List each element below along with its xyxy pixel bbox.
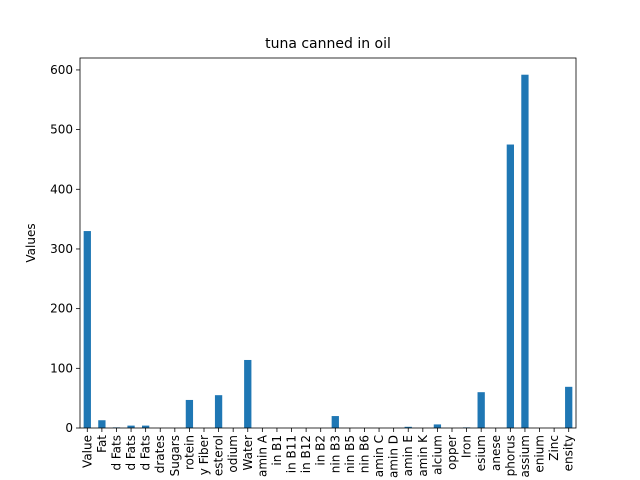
bar <box>214 395 223 428</box>
x-tick-label: in B1 <box>270 435 284 466</box>
x-tick-label: rotein <box>182 435 196 470</box>
x-tick-label: opper <box>445 435 459 470</box>
x-tick-label: ensity <box>562 435 576 471</box>
x-tick-label: Fat <box>95 435 109 453</box>
x-tick-label: d Fats <box>124 435 138 471</box>
bar <box>521 74 529 429</box>
y-tick-label: 400 <box>50 182 73 196</box>
x-tick-label: odium <box>226 435 240 473</box>
bar <box>83 231 91 428</box>
y-axis-label: Values <box>24 223 38 262</box>
bar <box>565 386 573 428</box>
y-tick-label: 200 <box>50 302 73 316</box>
x-tick-label: in B2 <box>314 435 328 466</box>
y-tick-label: 100 <box>50 361 73 375</box>
x-tick-label: amin E <box>401 435 415 476</box>
x-tick-label: amin D <box>387 435 401 478</box>
bar <box>127 425 135 428</box>
x-axis: Value Fat d Fats d Fats d Fats drates Sugars ro… <box>80 428 576 478</box>
x-tick-label: d Fats <box>139 435 153 471</box>
y-tick-label: 500 <box>50 123 73 137</box>
x-tick-label: Zinc <box>547 435 561 461</box>
x-tick-label: Value <box>80 435 94 468</box>
x-tick-label: anese <box>489 435 503 471</box>
x-tick-label: amin K <box>416 434 430 477</box>
bar <box>244 359 252 428</box>
x-tick-label: amin A <box>255 434 269 477</box>
x-tick-label: Water <box>241 435 255 471</box>
x-tick-label: nin B6 <box>357 435 371 473</box>
bar <box>142 425 150 428</box>
x-tick-label: nin B3 <box>328 435 342 473</box>
bar <box>331 416 339 428</box>
x-tick-label: y Fiber <box>197 435 211 475</box>
bar <box>404 426 412 428</box>
x-tick-label: esium <box>474 435 488 471</box>
x-tick-label: enium <box>533 435 547 473</box>
x-tick-label: Iron <box>460 435 474 458</box>
bar <box>433 424 442 428</box>
x-tick-label: phorus <box>503 435 517 476</box>
x-tick-label: alcium <box>430 435 444 475</box>
bar <box>185 399 194 428</box>
y-axis: 0 100 200 300 400 500 600 <box>50 63 80 435</box>
x-tick-label: drates <box>153 435 167 473</box>
x-tick-label: in B11 <box>285 435 299 473</box>
y-tick-label: 300 <box>50 242 73 256</box>
x-tick-label: assium <box>518 435 532 478</box>
chart-title: tuna canned in oil <box>265 36 391 52</box>
x-tick-label: Sugars <box>168 435 182 476</box>
x-tick-label: esterol <box>212 435 226 476</box>
bars-group <box>83 74 573 429</box>
bar <box>506 144 514 428</box>
y-tick-label: 600 <box>50 63 73 77</box>
y-tick-label: 0 <box>65 421 73 435</box>
x-tick-label: d Fats <box>109 435 123 471</box>
x-tick-label: amin C <box>372 435 386 477</box>
x-tick-label: in B12 <box>299 435 313 473</box>
plot-area-frame <box>79 57 577 429</box>
x-tick-label: nin B5 <box>343 435 357 473</box>
bar <box>98 420 106 428</box>
bar <box>477 392 485 428</box>
